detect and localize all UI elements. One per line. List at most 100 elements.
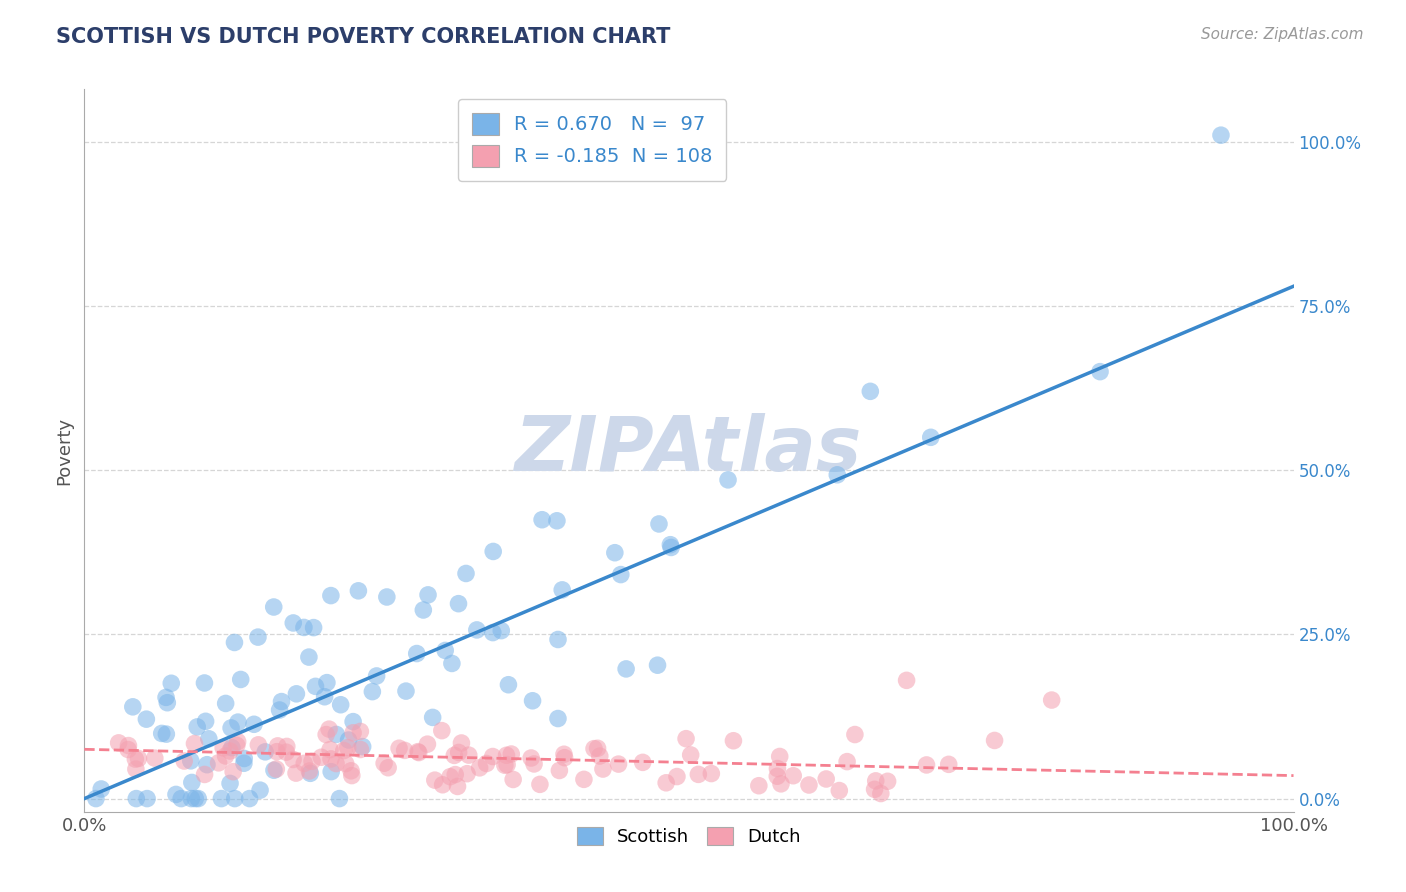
Point <box>224 635 246 649</box>
Point <box>266 745 288 759</box>
Point <box>222 764 245 779</box>
Point <box>195 757 218 772</box>
Point <box>439 770 461 784</box>
Point <box>243 717 266 731</box>
Point <box>214 749 236 764</box>
Point <box>659 541 682 555</box>
Point <box>249 783 271 797</box>
Point <box>84 791 107 805</box>
Point <box>298 650 321 665</box>
Point <box>247 738 270 752</box>
Point <box>276 745 298 759</box>
Point <box>495 748 517 763</box>
Point <box>659 538 682 552</box>
Point <box>165 788 187 802</box>
Point <box>983 733 1005 747</box>
Point <box>180 791 202 805</box>
Point <box>173 754 195 768</box>
Point <box>187 791 209 805</box>
Point <box>447 746 470 760</box>
Point <box>180 775 202 789</box>
Point <box>267 739 290 753</box>
Point <box>679 747 702 762</box>
Point <box>498 678 520 692</box>
Point <box>193 676 215 690</box>
Point <box>546 514 568 528</box>
Point <box>412 603 434 617</box>
Point <box>377 761 399 775</box>
Point <box>938 757 960 772</box>
Point <box>432 778 454 792</box>
Point <box>319 742 342 756</box>
Point <box>465 623 488 637</box>
Point <box>607 757 630 772</box>
Point <box>443 748 465 763</box>
Point <box>766 769 789 783</box>
Point <box>422 710 444 724</box>
Point <box>665 770 688 784</box>
Point <box>226 715 249 730</box>
Point <box>263 764 285 778</box>
Point <box>548 764 571 778</box>
Point <box>748 779 770 793</box>
Point <box>298 764 321 778</box>
Point <box>156 696 179 710</box>
Point <box>430 723 453 738</box>
Point <box>315 728 337 742</box>
Point <box>457 748 479 763</box>
Point <box>325 756 347 771</box>
Point <box>454 566 477 581</box>
Point <box>675 731 697 746</box>
Point <box>224 791 246 805</box>
Point <box>155 690 177 705</box>
Point <box>416 737 439 751</box>
Point <box>266 762 288 776</box>
Point <box>340 764 363 778</box>
Point <box>186 720 208 734</box>
Point <box>198 731 221 746</box>
Point <box>915 758 938 772</box>
Point <box>325 727 347 741</box>
Point <box>232 756 254 771</box>
Point <box>319 589 342 603</box>
Point <box>292 756 315 771</box>
Point <box>269 703 291 717</box>
Point <box>408 746 430 760</box>
Point <box>285 766 308 780</box>
Point <box>337 733 360 747</box>
Point <box>1088 365 1111 379</box>
Point <box>614 662 637 676</box>
Point <box>589 749 612 764</box>
Point <box>572 772 595 787</box>
Point <box>603 546 626 560</box>
Point <box>124 752 146 766</box>
Point <box>283 615 305 630</box>
Point <box>828 783 851 797</box>
Point <box>700 766 723 780</box>
Point <box>547 712 569 726</box>
Point <box>340 768 363 782</box>
Point <box>835 755 858 769</box>
Point <box>405 647 427 661</box>
Point <box>125 762 148 776</box>
Point <box>107 736 129 750</box>
Point <box>349 724 371 739</box>
Point <box>150 726 173 740</box>
Point <box>318 722 340 736</box>
Point <box>336 740 359 755</box>
Point <box>766 762 789 776</box>
Point <box>301 754 323 768</box>
Point <box>782 769 804 783</box>
Point <box>328 791 350 805</box>
Point <box>797 778 820 792</box>
Point <box>219 721 242 735</box>
Point <box>440 657 463 671</box>
Y-axis label: Poverty: Poverty <box>55 417 73 484</box>
Point <box>219 744 242 758</box>
Point <box>592 762 614 776</box>
Point <box>553 747 575 762</box>
Point <box>302 621 325 635</box>
Text: ZIPAtlas: ZIPAtlas <box>515 414 863 487</box>
Point <box>1209 128 1232 143</box>
Point <box>769 777 792 791</box>
